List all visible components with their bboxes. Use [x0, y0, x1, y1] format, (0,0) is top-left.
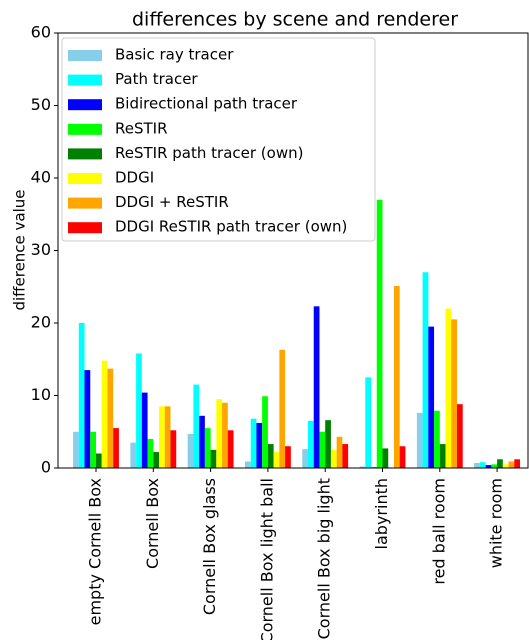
- y-tick-label: 20: [31, 313, 51, 332]
- legend-swatch: [68, 50, 102, 61]
- y-tick-label: 60: [31, 23, 51, 42]
- bar: [78, 323, 85, 468]
- bar: [164, 406, 171, 468]
- legend-label: ReSTIR path tracer (own): [115, 144, 303, 162]
- bar: [336, 436, 343, 468]
- x-tick-label: white room: [487, 478, 506, 568]
- bar: [256, 423, 263, 468]
- x-tick-label: Cornell Box light ball: [257, 478, 276, 640]
- bar: [244, 461, 251, 468]
- legend-swatch: [68, 148, 102, 160]
- bar: [313, 306, 320, 468]
- bar: [302, 449, 309, 468]
- bar: [73, 431, 79, 468]
- bar: [210, 449, 217, 468]
- bar: [445, 308, 452, 468]
- legend-swatch: [68, 123, 102, 135]
- legend-label: Bidirectional path tracer: [115, 95, 298, 113]
- bar: [514, 459, 521, 468]
- bar: [153, 452, 160, 468]
- x-tick-label: labyrinth: [372, 478, 391, 549]
- x-tick-label: Cornell Box big light: [315, 478, 334, 639]
- bar: [227, 430, 234, 468]
- bar: [90, 431, 96, 468]
- bar: [342, 444, 349, 468]
- legend-label: Basic ray tracer: [115, 46, 234, 64]
- bar: [376, 199, 383, 468]
- legend-swatch: [68, 173, 102, 184]
- bar: [434, 410, 440, 468]
- bar: [222, 402, 228, 468]
- bar: [416, 412, 423, 468]
- bar: [308, 420, 314, 468]
- bar: [147, 439, 154, 468]
- bar: [204, 428, 211, 468]
- bar: [285, 446, 291, 468]
- legend-swatch: [68, 99, 102, 111]
- bar: [330, 449, 337, 468]
- bar: [170, 430, 177, 468]
- y-tick-label: 10: [31, 385, 51, 404]
- y-tick-label: 50: [31, 95, 51, 114]
- bar: [325, 420, 331, 468]
- bar: [199, 415, 205, 468]
- bar: [130, 442, 137, 468]
- legend-label: Path tracer: [115, 70, 198, 88]
- bar: [479, 462, 486, 468]
- bar: [451, 319, 457, 468]
- legend-frame: [61, 37, 376, 242]
- x-tick-label: Cornell Box glass: [200, 478, 219, 615]
- bar: [193, 384, 200, 468]
- bar: [382, 448, 389, 468]
- y-tick-label: 40: [31, 168, 51, 187]
- bar: [279, 349, 286, 468]
- bar: [101, 360, 108, 468]
- bar: [456, 404, 463, 468]
- bar: [141, 392, 148, 468]
- bar: [267, 444, 274, 468]
- chart-title: differences by scene and renderer: [132, 9, 458, 31]
- bar: [365, 377, 372, 468]
- bar: [439, 444, 446, 468]
- y-axis-label: difference value: [11, 189, 29, 310]
- legend-label: DDGI ReSTIR path tracer (own): [115, 218, 347, 236]
- legend-label: DDGI + ReSTIR: [115, 193, 229, 211]
- bar: [502, 464, 509, 468]
- x-tick-label: Cornell Box: [143, 478, 162, 569]
- bar: [393, 286, 400, 468]
- bar: [96, 453, 102, 468]
- y-tick-label: 30: [31, 240, 51, 259]
- bar: [428, 326, 435, 468]
- bar: [485, 465, 492, 468]
- legend-swatch: [68, 197, 102, 209]
- bar: [497, 459, 503, 468]
- legend-label: DDGI: [115, 169, 154, 187]
- y-tick-label: 0: [41, 458, 51, 477]
- bar: [136, 353, 142, 468]
- bar: [319, 431, 326, 468]
- bar: [422, 272, 429, 468]
- bar: [250, 418, 257, 468]
- bar: [107, 368, 114, 468]
- bar: [273, 452, 280, 468]
- legend-label: ReSTIR: [115, 119, 168, 137]
- x-tick-label: red ball room: [429, 478, 448, 585]
- bar: [113, 428, 119, 468]
- bar: [359, 466, 366, 468]
- legend-swatch: [68, 222, 102, 234]
- bar: [399, 446, 406, 468]
- bar: [262, 396, 268, 468]
- bar: [187, 433, 194, 468]
- bar: [159, 406, 165, 468]
- x-tick-label: empty Cornell Box: [86, 478, 105, 625]
- legend: Basic ray tracer Path tracer Bidirectional…: [61, 37, 376, 242]
- legend-swatch: [68, 74, 102, 86]
- bar: [84, 370, 91, 468]
- bar: [216, 399, 223, 468]
- bar: [491, 464, 498, 468]
- bar: [508, 461, 515, 468]
- bar: [474, 462, 480, 468]
